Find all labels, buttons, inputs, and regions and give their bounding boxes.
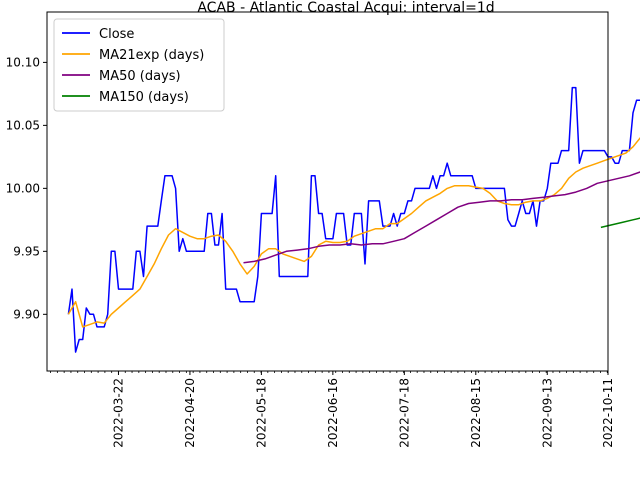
x-tick-label: 2022-04-20 — [183, 378, 197, 448]
series-line-3 — [601, 182, 640, 227]
legend: Close MA21exp (days) MA50 (days) MA150 (day… — [54, 19, 224, 111]
y-tick-label: 10.05 — [6, 118, 40, 132]
legend-label: MA50 (days) — [99, 69, 181, 84]
x-tick-label: 2022-05-18 — [254, 378, 268, 448]
y-tick-label: 10.10 — [6, 55, 40, 69]
legend-label: MA21exp (days) — [99, 48, 204, 63]
x-axis: 2022-03-22 2022-04-20 2022-05-18 2022-06-16… — [51, 371, 640, 448]
x-tick-label: 2022-09-13 — [540, 378, 554, 448]
x-tick-label: 2022-10-11 — [601, 378, 615, 448]
x-tick-label: 2022-06-16 — [326, 378, 340, 448]
x-tick-label: 2022-03-22 — [111, 378, 125, 448]
legend-label: MA150 (days) — [99, 90, 189, 105]
x-tick-label: 2022-07-18 — [397, 378, 411, 448]
y-tick-label: 9.95 — [13, 244, 40, 258]
legend-label: Close — [99, 27, 134, 42]
x-tick-label: 2022-08-15 — [469, 378, 483, 448]
chart-title: ACAB - Atlantic Coastal Acqui: interval=… — [197, 0, 494, 16]
y-tick-label: 9.90 — [13, 307, 40, 321]
y-axis: 9.90 9.95 10.00 10.05 10.10 — [6, 55, 47, 321]
series-line-2 — [244, 105, 640, 263]
y-tick-label: 10.00 — [6, 181, 40, 195]
